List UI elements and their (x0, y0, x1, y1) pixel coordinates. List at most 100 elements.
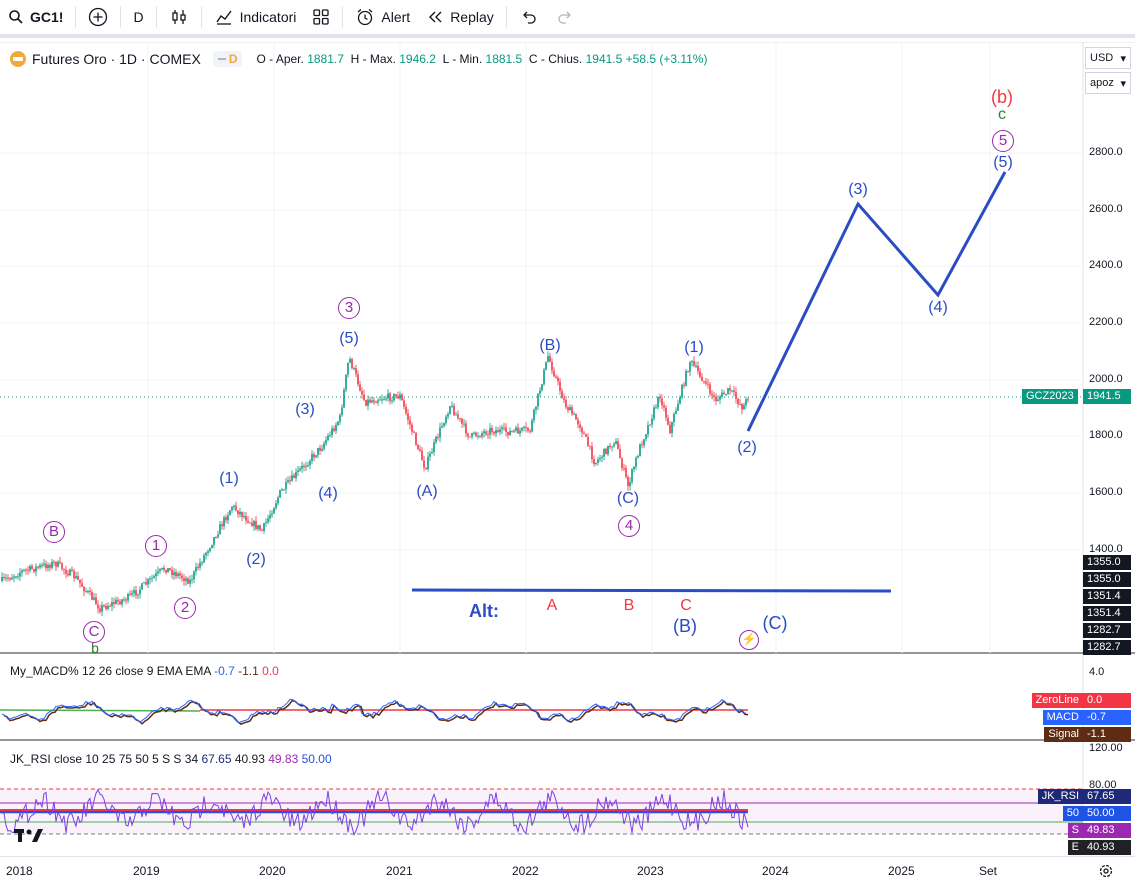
candle-body (495, 430, 497, 434)
chart-type-button[interactable] (161, 0, 197, 36)
candle-body (511, 430, 513, 432)
candle-body (461, 418, 463, 424)
open-value: 1881.7 (307, 52, 344, 66)
candle-body (475, 432, 477, 437)
indicators-button[interactable]: Indicatori (206, 0, 305, 36)
candle-body (31, 565, 33, 569)
candle-body (47, 564, 49, 569)
settings-gear-icon[interactable] (1098, 863, 1114, 884)
divider (342, 6, 344, 28)
price-pane[interactable] (0, 42, 1135, 654)
candle-body (459, 418, 461, 420)
candle-body (379, 399, 381, 401)
undo-icon (522, 11, 536, 24)
macd-legend-name: My_MACD% 12 26 close 9 EMA EMA (10, 664, 211, 678)
candle-body (307, 465, 309, 467)
undo-button[interactable] (511, 0, 547, 36)
candle-body (381, 399, 383, 401)
candle-body (465, 423, 467, 434)
candle-body (449, 406, 451, 414)
candle-body (277, 497, 279, 504)
macd-chart[interactable] (0, 655, 1135, 741)
alt-level-line (411, 588, 892, 593)
candle-body (363, 394, 365, 400)
candle-body (115, 599, 117, 604)
rsi-50-value: 50.00 (301, 752, 332, 766)
candle-body (275, 503, 277, 509)
candle-body (583, 432, 585, 435)
interval-button[interactable]: D (125, 0, 151, 36)
alert-label: Alert (381, 9, 411, 25)
candle-body (467, 433, 469, 437)
delay-badge[interactable]: D (212, 51, 243, 67)
candle-body (733, 390, 735, 393)
candle-body (51, 561, 53, 568)
candle-body (613, 444, 615, 447)
candle-body (553, 370, 555, 377)
candle-body (567, 407, 569, 411)
candle-body (305, 466, 307, 468)
alt-label: Alt: (469, 601, 499, 621)
candle-body (257, 525, 259, 529)
candle-body (203, 555, 205, 563)
candle-body (107, 606, 109, 609)
candle-body (165, 570, 167, 573)
candle-body (397, 395, 399, 399)
candle-body (227, 515, 229, 521)
rsi-chart[interactable] (0, 742, 1135, 855)
candle-body (297, 470, 299, 472)
chevron-down-icon: ▾ (1120, 77, 1126, 90)
macd-pane[interactable] (0, 655, 1135, 741)
templates-button[interactable] (304, 0, 338, 36)
candle-body (295, 471, 297, 479)
wave-label-1-2023: (1) (684, 339, 704, 356)
candle-body (485, 431, 487, 435)
candle-body (109, 606, 111, 608)
rsi-tag-name: JK_RSI (1037, 789, 1083, 804)
price-chart[interactable] (0, 42, 1135, 654)
candle-body (577, 419, 579, 425)
currency-selector[interactable]: USD ▾ (1085, 47, 1131, 69)
candle-body (537, 393, 539, 407)
candle-body (535, 406, 537, 410)
candle-body (135, 590, 137, 596)
compare-button[interactable] (80, 0, 116, 36)
wave-label-1-2019: (1) (219, 470, 239, 487)
rsi-pane[interactable] (0, 742, 1135, 855)
candle-body (393, 394, 395, 401)
replay-button[interactable]: Replay (418, 0, 502, 36)
candle-body (189, 579, 191, 584)
macd-signal-line (3, 699, 749, 725)
candle-body (167, 568, 169, 573)
candle-body (147, 579, 149, 585)
candle-body (711, 393, 713, 396)
candle-body (327, 435, 329, 441)
replay-label: Replay (450, 9, 494, 25)
alarm-clock-icon (357, 9, 373, 26)
price-tag: 1351.4 (1083, 589, 1131, 604)
time-axis[interactable]: 2018 2019 2020 2021 2022 2023 2024 2025 … (0, 856, 1135, 887)
candle-body (451, 405, 453, 407)
rsi-tag-value: 49.83 (1083, 823, 1131, 838)
candle-body (423, 460, 425, 468)
candle-body (311, 454, 313, 461)
candle-body (281, 489, 283, 491)
wave-label-4-future: (4) (928, 299, 948, 316)
candle-body (283, 489, 285, 491)
price-axis-label: 2400.0 (1089, 259, 1123, 271)
candle-body (695, 365, 697, 367)
candle-body (337, 421, 339, 426)
macd-axis-label: 4.0 (1089, 666, 1105, 678)
candle-body (617, 441, 619, 449)
candle-body (431, 452, 433, 454)
candle-body (421, 450, 423, 461)
alert-button[interactable]: Alert (347, 0, 418, 36)
scale-mode-selector[interactable]: apoz ▾ (1085, 72, 1131, 94)
candle-body (429, 453, 431, 457)
candle-body (651, 418, 653, 425)
symbol-search[interactable]: GC1! (0, 0, 71, 36)
candle-body (309, 460, 311, 466)
redo-button[interactable] (547, 0, 583, 36)
candle-body (101, 605, 103, 612)
candle-body (473, 432, 475, 434)
